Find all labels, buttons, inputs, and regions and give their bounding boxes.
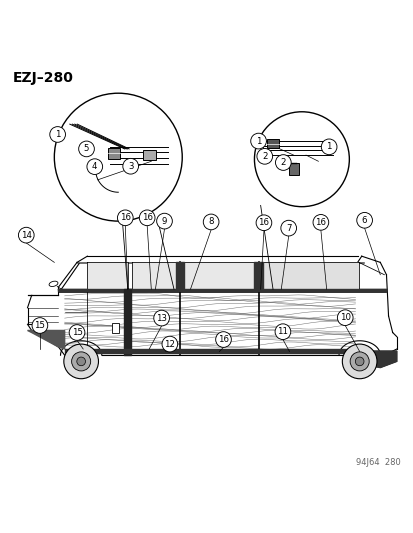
Circle shape bbox=[337, 310, 352, 326]
Circle shape bbox=[153, 310, 169, 326]
Circle shape bbox=[54, 93, 182, 221]
Circle shape bbox=[349, 352, 368, 371]
Circle shape bbox=[203, 214, 218, 230]
Circle shape bbox=[78, 141, 94, 157]
Text: 1: 1 bbox=[55, 130, 60, 139]
Circle shape bbox=[320, 139, 336, 155]
Text: 16: 16 bbox=[315, 218, 325, 227]
Circle shape bbox=[64, 344, 98, 379]
Polygon shape bbox=[132, 262, 178, 289]
Circle shape bbox=[156, 213, 172, 229]
Text: 6: 6 bbox=[361, 216, 366, 225]
FancyBboxPatch shape bbox=[142, 150, 155, 160]
Circle shape bbox=[256, 149, 272, 164]
Circle shape bbox=[250, 133, 266, 149]
Circle shape bbox=[275, 155, 290, 171]
Text: 8: 8 bbox=[208, 217, 214, 227]
Ellipse shape bbox=[49, 281, 58, 287]
Text: 7: 7 bbox=[285, 224, 291, 232]
Polygon shape bbox=[27, 330, 64, 349]
Text: 2: 2 bbox=[280, 158, 285, 167]
Circle shape bbox=[342, 344, 376, 379]
Text: 1: 1 bbox=[325, 142, 331, 151]
Text: 15: 15 bbox=[34, 321, 45, 330]
Circle shape bbox=[280, 220, 296, 236]
Text: 10: 10 bbox=[339, 313, 350, 322]
Text: 14: 14 bbox=[21, 231, 32, 240]
Text: 9: 9 bbox=[161, 216, 167, 225]
Circle shape bbox=[215, 332, 231, 348]
Circle shape bbox=[256, 215, 271, 231]
Circle shape bbox=[254, 112, 349, 207]
Text: 13: 13 bbox=[156, 313, 167, 322]
Text: 16: 16 bbox=[141, 213, 152, 222]
Text: EZJ–280: EZJ–280 bbox=[13, 70, 74, 85]
Text: 16: 16 bbox=[119, 213, 131, 222]
Circle shape bbox=[50, 127, 65, 142]
Polygon shape bbox=[347, 351, 396, 368]
Circle shape bbox=[123, 158, 138, 174]
Text: 16: 16 bbox=[258, 218, 269, 227]
Circle shape bbox=[356, 213, 372, 228]
FancyBboxPatch shape bbox=[288, 163, 298, 175]
Text: 3: 3 bbox=[128, 161, 133, 171]
Circle shape bbox=[274, 324, 290, 340]
Polygon shape bbox=[184, 262, 256, 289]
Polygon shape bbox=[87, 262, 128, 289]
Text: 15: 15 bbox=[71, 328, 82, 337]
FancyBboxPatch shape bbox=[108, 148, 120, 159]
FancyBboxPatch shape bbox=[266, 140, 278, 148]
Text: 1: 1 bbox=[255, 136, 261, 146]
Circle shape bbox=[19, 227, 34, 243]
Circle shape bbox=[354, 357, 363, 366]
Text: 4: 4 bbox=[92, 162, 97, 171]
Circle shape bbox=[71, 352, 90, 371]
Polygon shape bbox=[262, 262, 358, 289]
Bar bbox=[112, 324, 119, 333]
Circle shape bbox=[312, 214, 328, 230]
Circle shape bbox=[139, 210, 154, 225]
Text: 11: 11 bbox=[277, 327, 288, 336]
Circle shape bbox=[87, 159, 102, 174]
Circle shape bbox=[69, 325, 85, 341]
Text: 16: 16 bbox=[218, 335, 228, 344]
Circle shape bbox=[77, 357, 85, 366]
Circle shape bbox=[32, 318, 47, 333]
Text: 94J64  280: 94J64 280 bbox=[355, 458, 400, 466]
Text: 5: 5 bbox=[83, 144, 89, 154]
Text: 2: 2 bbox=[261, 152, 267, 161]
Text: 12: 12 bbox=[164, 340, 175, 349]
Circle shape bbox=[117, 210, 133, 225]
Circle shape bbox=[161, 336, 177, 352]
